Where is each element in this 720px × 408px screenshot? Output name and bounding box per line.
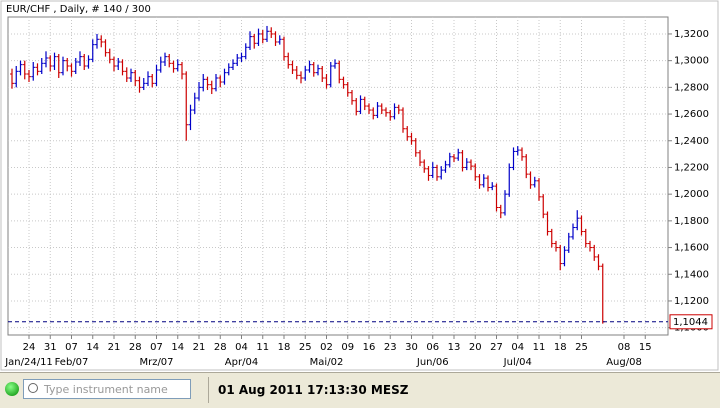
month-label: Jun/06: [416, 357, 449, 368]
x-tick-label: 21: [108, 342, 121, 353]
x-tick-label: 14: [171, 342, 184, 353]
x-tick-label: 15: [639, 342, 652, 353]
y-tick-label: 1,2000: [674, 189, 709, 200]
month-label: Mai/02: [310, 357, 344, 368]
x-tick-label: 25: [299, 342, 312, 353]
x-tick-label: 16: [363, 342, 376, 353]
x-tick-label: 30: [405, 342, 418, 353]
month-label: Aug/08: [606, 357, 642, 368]
search-icon: [28, 383, 38, 393]
x-tick-label: 18: [278, 342, 291, 353]
x-tick-label: 04: [235, 342, 248, 353]
chart-border: [0, 0, 719, 371]
x-tick-label: 24: [23, 342, 36, 353]
month-label: Apr/04: [225, 357, 258, 368]
x-tick-label: 25: [575, 342, 588, 353]
x-tick-label: 31: [44, 342, 57, 353]
last-price-label: 1,1044: [673, 317, 708, 328]
plot-frame: [7, 16, 669, 336]
x-tick-label: 09: [341, 342, 354, 353]
x-tick-label: 11: [256, 342, 269, 353]
x-tick-label: 21: [193, 342, 206, 353]
x-tick-label: 28: [129, 342, 142, 353]
separator: [208, 377, 209, 403]
x-tick-label: 02: [320, 342, 333, 353]
month-label: Feb/07: [55, 357, 89, 368]
x-tick-label: 18: [554, 342, 567, 353]
y-tick-label: 1,2200: [674, 162, 709, 173]
y-tick-label: 1,1200: [674, 296, 709, 307]
x-tick-label: 28: [214, 342, 227, 353]
x-tick-label: 07: [65, 342, 78, 353]
y-tick-label: 1,3200: [674, 29, 709, 40]
search-placeholder: Type instrument name: [44, 383, 168, 396]
y-tick-label: 1,3000: [674, 56, 709, 67]
x-tick-label: 27: [490, 342, 503, 353]
x-tick-label: 08: [618, 342, 631, 353]
y-tick-label: 1,2600: [674, 109, 709, 120]
x-tick-label: 14: [86, 342, 99, 353]
y-tick-label: 1,1400: [674, 269, 709, 280]
x-tick-label: 06: [426, 342, 439, 353]
month-label: Mrz/07: [139, 357, 173, 368]
x-tick-label: 13: [448, 342, 461, 353]
status-bar: Type instrument name 01 Aug 2011 17:13:3…: [0, 372, 720, 408]
chart-title: EUR/CHF , Daily, # 140 / 300: [6, 4, 151, 15]
x-tick-label: 20: [469, 342, 482, 353]
month-label: Jul/04: [503, 357, 532, 368]
timestamp: 01 Aug 2011 17:13:30 MESZ: [218, 383, 409, 397]
x-tick-label: 04: [511, 342, 524, 353]
instrument-search[interactable]: Type instrument name: [23, 379, 191, 399]
y-tick-label: 1,2800: [674, 82, 709, 93]
chart: EUR/CHF , Daily, # 140 / 300 1,10001,120…: [0, 0, 719, 371]
x-tick-label: 07: [150, 342, 163, 353]
connection-indicator[interactable]: [5, 382, 19, 396]
month-label: Jan/24/11: [4, 357, 53, 368]
y-tick-label: 1,1800: [674, 216, 709, 227]
y-tick-label: 1,2400: [674, 136, 709, 147]
y-tick-label: 1,1600: [674, 243, 709, 254]
x-tick-label: 11: [533, 342, 546, 353]
x-tick-label: 23: [384, 342, 397, 353]
last-price-box: [669, 314, 713, 330]
